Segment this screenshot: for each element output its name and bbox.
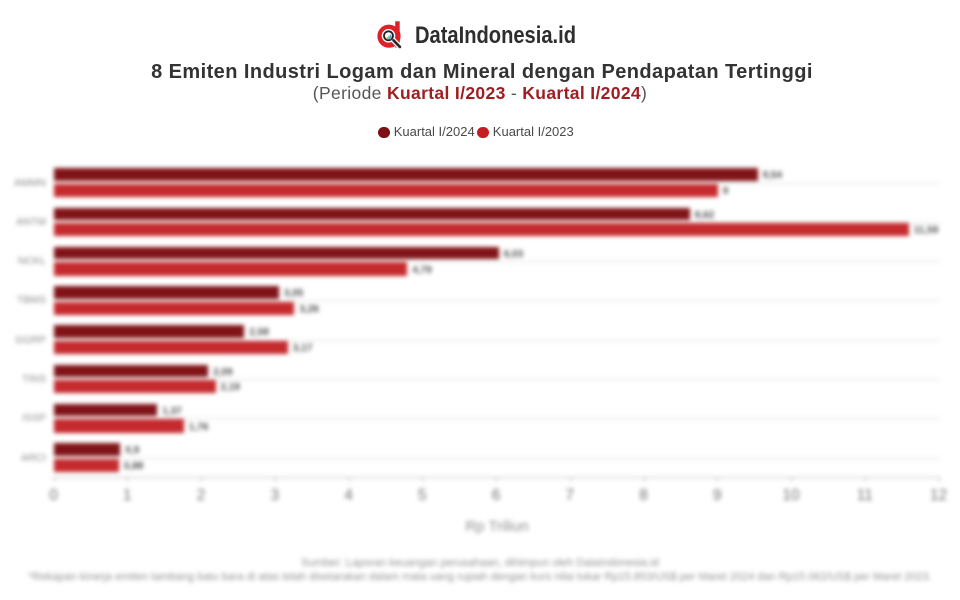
svg-text:DataIndonesia.id: DataIndonesia.id: [415, 22, 576, 49]
